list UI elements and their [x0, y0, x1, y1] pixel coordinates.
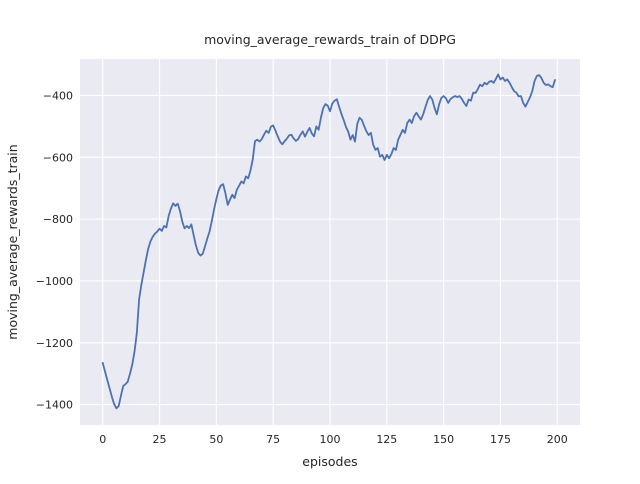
- y-tick-label: −600: [43, 151, 73, 164]
- y-axis-label: moving_average_rewards_train: [5, 144, 20, 339]
- series-line: [101, 73, 556, 410]
- x-tick-label: 175: [490, 433, 511, 446]
- x-tick-label: 0: [99, 433, 106, 446]
- y-tick-labels: −400 −600 −800 −1000 −1200 −1400: [36, 89, 73, 411]
- x-tick-label: 75: [266, 433, 280, 446]
- x-tick-labels: 0 25 50 75 100 125 150 175 200: [99, 433, 568, 446]
- y-tick-label: −1200: [36, 337, 73, 350]
- x-tick-label: 50: [209, 433, 223, 446]
- series-polyline: [101, 73, 556, 410]
- x-tick-label: 25: [153, 433, 167, 446]
- x-tick-label: 200: [547, 433, 568, 446]
- y-tick-label: −1400: [36, 399, 73, 412]
- y-tick-label: −800: [43, 213, 73, 226]
- gridlines: [80, 59, 580, 425]
- x-tick-label: 125: [376, 433, 397, 446]
- x-tick-label: 100: [320, 433, 341, 446]
- x-tick-label: 150: [433, 433, 454, 446]
- y-tick-label: −1000: [36, 275, 73, 288]
- x-axis-label: episodes: [302, 454, 357, 469]
- y-tick-label: −400: [43, 89, 73, 102]
- chart-title: moving_average_rewards_train of DDPG: [204, 32, 456, 47]
